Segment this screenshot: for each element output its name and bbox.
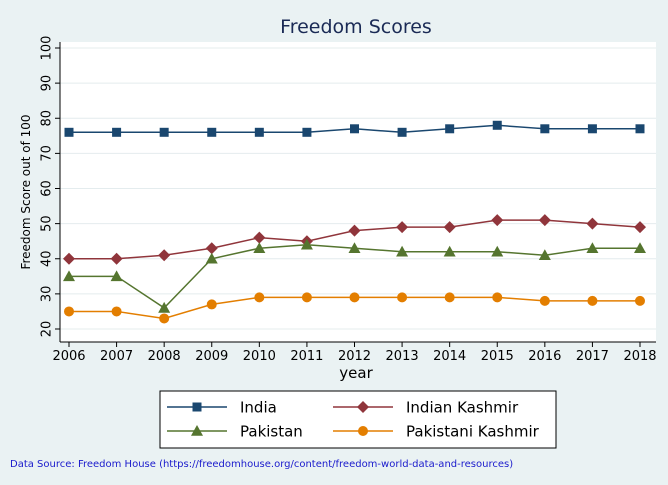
x-tick-label-2012: 2012 xyxy=(338,349,371,364)
point-pakistani-kashmir-2015 xyxy=(492,292,503,303)
plot-area xyxy=(60,42,656,342)
y-tick-label-30: 30 xyxy=(40,286,55,303)
x-tick-label-2009: 2009 xyxy=(195,349,228,364)
point-india-2014 xyxy=(445,124,455,134)
point-indian-kashmir-2013 xyxy=(396,221,409,234)
point-indian-kashmir-2007 xyxy=(110,252,123,265)
legend-item-pakistani-kashmir: Pakistani Kashmir xyxy=(333,422,540,440)
point-india-2007 xyxy=(112,127,122,137)
y-tick-label-80: 80 xyxy=(40,110,55,127)
point-pakistani-kashmir-2017 xyxy=(587,295,598,306)
point-indian-kashmir-2009 xyxy=(205,242,218,255)
point-indian-kashmir-2012 xyxy=(348,224,361,237)
point-pakistan-2015 xyxy=(491,245,504,257)
x-tick-label-2011: 2011 xyxy=(290,349,323,364)
point-indian-kashmir-2015 xyxy=(491,214,504,227)
y-tick-label-60: 60 xyxy=(40,180,55,197)
legend-item-pakistan: Pakistan xyxy=(167,422,303,440)
point-pakistani-kashmir-2007 xyxy=(111,306,122,317)
point-pakistani-kashmir-2018 xyxy=(635,295,645,306)
series-india xyxy=(64,120,645,137)
x-tick-label-2006: 2006 xyxy=(52,349,85,364)
legend-box xyxy=(159,390,557,449)
x-axis-label: year xyxy=(339,364,373,382)
x-tick-label-2015: 2015 xyxy=(481,349,514,364)
legend-marker-india xyxy=(192,402,202,412)
y-tick-label-20: 20 xyxy=(40,321,55,338)
y-tick-label-100: 100 xyxy=(40,36,55,61)
point-pakistani-kashmir-2014 xyxy=(444,292,455,303)
x-tick-label-2008: 2008 xyxy=(148,349,181,364)
point-pakistani-kashmir-2012 xyxy=(349,292,360,303)
point-indian-kashmir-2006 xyxy=(63,252,75,265)
x-tick-label-2014: 2014 xyxy=(433,349,466,364)
legend-item-india: India xyxy=(167,398,277,416)
point-india-2017 xyxy=(587,124,597,134)
point-india-2015 xyxy=(492,120,502,130)
point-pakistani-kashmir-2010 xyxy=(254,292,265,303)
point-pakistani-kashmir-2013 xyxy=(397,292,408,303)
legend-label-indian-kashmir: Indian Kashmir xyxy=(406,398,519,416)
point-pakistan-2016 xyxy=(538,249,551,261)
point-indian-kashmir-2016 xyxy=(538,214,551,227)
y-tick-label-70: 70 xyxy=(40,145,55,162)
source-note: Data Source: Freedom House (https://free… xyxy=(10,459,514,470)
legend-label-india: India xyxy=(240,398,277,416)
point-pakistan-2007 xyxy=(110,270,123,282)
point-india-2011 xyxy=(302,127,312,137)
point-pakistan-2014 xyxy=(443,245,456,257)
series-pakistani-kashmir xyxy=(64,292,645,324)
point-indian-kashmir-2018 xyxy=(634,221,646,234)
x-tick-label-2016: 2016 xyxy=(528,349,561,364)
x-tick-label-2018: 2018 xyxy=(623,349,656,364)
x-tick-label-2010: 2010 xyxy=(243,349,276,364)
legend-label-pakistani-kashmir: Pakistani Kashmir xyxy=(406,422,540,440)
point-india-2016 xyxy=(540,124,550,134)
point-india-2006 xyxy=(64,127,74,137)
point-pakistan-2010 xyxy=(253,242,266,254)
point-pakistan-2009 xyxy=(205,252,218,264)
point-pakistani-kashmir-2006 xyxy=(64,306,74,317)
point-india-2012 xyxy=(350,124,359,134)
y-tick-label-40: 40 xyxy=(40,250,55,267)
point-pakistani-kashmir-2016 xyxy=(539,295,550,306)
point-indian-kashmir-2017 xyxy=(586,217,599,230)
series-pakistan xyxy=(63,238,646,313)
point-pakistani-kashmir-2008 xyxy=(159,313,170,324)
point-pakistan-2006 xyxy=(63,270,75,282)
point-pakistan-2017 xyxy=(586,242,599,254)
x-tick-label-2013: 2013 xyxy=(386,349,419,364)
point-pakistan-2018 xyxy=(634,242,646,254)
point-india-2010 xyxy=(254,127,264,137)
point-india-2009 xyxy=(207,127,217,137)
legend-marker-indian-kashmir xyxy=(357,401,369,413)
point-pakistan-2013 xyxy=(396,245,409,257)
point-india-2008 xyxy=(159,127,169,137)
y-axis-label: Freedom Score out of 100 xyxy=(19,114,33,269)
legend-item-indian-kashmir: Indian Kashmir xyxy=(333,398,519,416)
point-india-2018 xyxy=(635,124,645,134)
point-pakistan-2008 xyxy=(158,301,171,313)
y-tick-label-90: 90 xyxy=(40,75,55,92)
y-tick-label-50: 50 xyxy=(40,215,55,232)
legend: India Indian Kashmir Pakistan Pakistani Kas… xyxy=(167,398,540,440)
x-tick-label-2007: 2007 xyxy=(100,349,133,364)
point-indian-kashmir-2008 xyxy=(158,249,171,262)
x-tick-label-2017: 2017 xyxy=(576,349,609,364)
point-india-2013 xyxy=(397,127,407,137)
point-pakistan-2011 xyxy=(300,238,313,250)
point-pakistani-kashmir-2011 xyxy=(301,292,312,303)
point-indian-kashmir-2014 xyxy=(443,221,456,234)
legend-marker-pakistani-kashmir xyxy=(358,426,368,436)
legend-marker-pakistan xyxy=(191,425,203,436)
point-indian-kashmir-2010 xyxy=(253,231,266,244)
legend-label-pakistan: Pakistan xyxy=(240,422,303,440)
point-pakistan-2012 xyxy=(348,242,361,254)
tick-layer: 20 30 40 50 60 70 80 90 100 2006 2007 2008 2009 2010 2… xyxy=(40,36,657,364)
chart-title: Freedom Scores xyxy=(280,16,432,38)
point-pakistani-kashmir-2009 xyxy=(206,299,217,310)
series-layer xyxy=(63,120,646,324)
